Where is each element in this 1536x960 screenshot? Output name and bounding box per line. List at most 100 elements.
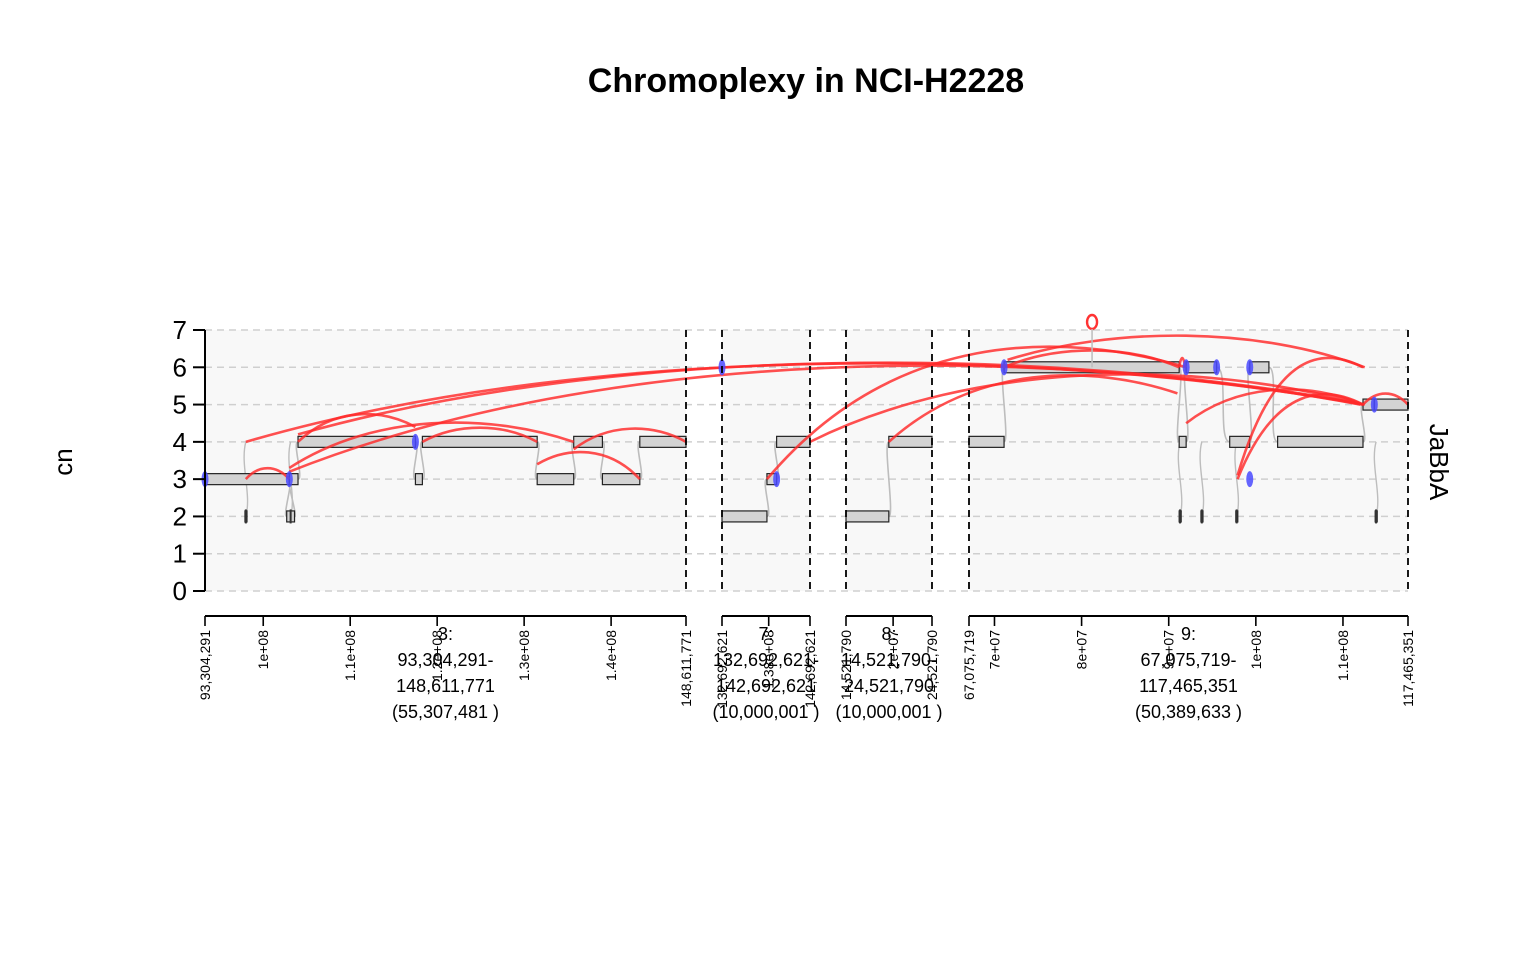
track-label: JaBbA	[1424, 424, 1454, 501]
window-label: 117,465,351	[1139, 676, 1238, 696]
x-tick-label: 1.3e+08	[516, 630, 532, 681]
reference-edge	[419, 441, 425, 480]
window-label: 132,692,621-	[713, 650, 819, 670]
cn-segment	[968, 435, 1005, 448]
x-tick-label: 1.1e+08	[1335, 630, 1351, 681]
x-tick-label: 9e+07	[1161, 630, 1177, 670]
cn-segment	[888, 435, 933, 448]
window-label: (55,307,481 )	[392, 702, 499, 722]
junction-edge	[1007, 334, 1366, 369]
cn-segment	[1277, 435, 1364, 448]
cn-segment	[1178, 435, 1187, 448]
junction-edges	[244, 334, 1409, 481]
cn-segment	[414, 473, 423, 486]
window-label: 3:	[438, 624, 453, 644]
y-tick-label: 6	[173, 352, 187, 382]
junction-edge	[1236, 356, 1364, 476]
loose-end	[773, 471, 781, 488]
reference-edge	[1176, 366, 1182, 443]
window-panel-9	[969, 330, 1408, 591]
window-boundaries	[685, 330, 1409, 591]
loose-end	[411, 433, 419, 450]
window-label: 142,692,621	[716, 676, 816, 696]
junction-edge	[244, 466, 291, 481]
reference-edge	[1177, 441, 1183, 517]
x-tick-label: 24,521,790	[924, 630, 940, 700]
junction-edge	[887, 374, 1178, 443]
cn-segment	[1185, 361, 1218, 374]
loose-end	[285, 471, 293, 488]
loop-edge	[1085, 313, 1099, 331]
plot-background	[205, 330, 1408, 591]
x-tick-label: 2e+07	[885, 630, 901, 670]
y-tick-label: 2	[173, 501, 187, 531]
loose-end	[1246, 359, 1254, 376]
x-tick-label: 1.4e+08	[603, 630, 619, 681]
junction-edge	[288, 421, 575, 470]
loose-ends	[201, 313, 1378, 488]
reference-edge	[886, 441, 892, 518]
x-tick-label: 7e+07	[986, 630, 1002, 670]
loose-end	[1213, 359, 1221, 376]
y-tick-label: 0	[173, 576, 187, 606]
loose-end	[1000, 359, 1008, 376]
window-panel-8	[846, 330, 932, 591]
window-label: 8:	[881, 624, 896, 644]
junction-edge	[572, 427, 687, 451]
x-tick-label: 117,465,351	[1400, 630, 1416, 707]
y-tick-label: 1	[173, 539, 187, 569]
window-label: (10,000,001 )	[712, 702, 819, 722]
loose-end	[1182, 359, 1190, 376]
window-label: 93,304,291-	[397, 650, 493, 670]
window-label: 67,075,719-	[1140, 650, 1236, 670]
junction-edge	[1362, 392, 1409, 406]
junction-edge	[421, 426, 538, 443]
x-tick-label: 1.38e+08	[761, 630, 777, 689]
window-label: 7:	[758, 624, 773, 644]
cn-segment	[536, 473, 575, 486]
window-label: 148,611,771	[396, 676, 495, 696]
reference-edge	[534, 441, 540, 480]
x-tick-label: 148,611,771	[678, 630, 694, 707]
window-label: (10,000,001 )	[835, 702, 942, 722]
y-tick-label: 3	[173, 464, 187, 494]
y-tick-label: 7	[173, 315, 187, 345]
x-tick-label: 1.2e+08	[429, 630, 445, 681]
x-tick-label: 1e+08	[1248, 630, 1264, 670]
window-panel-3	[205, 330, 686, 591]
reference-edge	[599, 441, 605, 480]
junction-edge	[1236, 393, 1364, 480]
chart-title: Chromoplexy in NCI-H2228	[588, 62, 1024, 100]
x-tick-label: 67,075,719	[961, 630, 977, 700]
reference-edge	[637, 441, 643, 480]
x-tick-label: 1.1e+08	[342, 630, 358, 681]
reference-edge	[1373, 441, 1379, 517]
reference-edge	[571, 441, 577, 480]
y-tick-label: 5	[173, 390, 187, 420]
x-tick-label: 1e+08	[255, 630, 271, 670]
window-label: (50,389,633 )	[1135, 702, 1242, 722]
y-axis-label: cn	[48, 448, 78, 475]
reference-edge	[764, 478, 770, 518]
reference-edge	[1268, 366, 1279, 443]
x-tick-label: 93,304,291	[197, 630, 213, 700]
loose-end	[1370, 396, 1378, 413]
reference-edge	[1199, 441, 1205, 517]
y-tick-label: 4	[173, 427, 187, 457]
window-label: 14,521,790-	[841, 650, 937, 670]
x-tick-label: 14,521,790	[838, 630, 854, 700]
cn-segment	[721, 510, 768, 523]
x-tick-label: 8e+07	[1074, 630, 1090, 670]
y-axis: 0 1 2 3 4 5 6 7	[173, 315, 206, 606]
cn-segment	[421, 435, 538, 448]
cn-segment	[845, 510, 890, 523]
window-label: 24,521,790	[844, 676, 934, 696]
x-tick-label: 132,692,621	[714, 630, 730, 708]
x-tick-label: 142,692,621	[802, 630, 818, 708]
loose-end	[1246, 471, 1254, 488]
x-axis: 93,304,291 1e+08 1.1e+08 1.2e+08 1.3e+08 1.4e…	[197, 615, 1416, 722]
reference-edge	[1234, 441, 1240, 517]
junction-edge	[536, 450, 641, 481]
reference-edge	[295, 441, 301, 480]
